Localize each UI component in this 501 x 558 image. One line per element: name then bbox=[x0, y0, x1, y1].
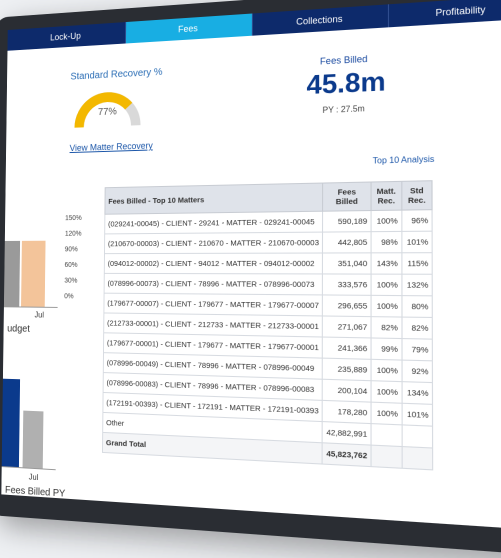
table-cell: (078996-00073) - CLIENT - 78996 - MATTER… bbox=[104, 273, 323, 295]
tab-bar: Lock-Up Fees Collections Profitability bbox=[7, 0, 501, 51]
dashboard-screen: Lock-Up Fees Collections Profitability S… bbox=[1, 0, 501, 530]
table-cell: 351,040 bbox=[323, 253, 371, 274]
chart-bar bbox=[21, 241, 45, 307]
table-cell: 100% bbox=[371, 402, 402, 425]
table-cell: 235,889 bbox=[323, 358, 372, 381]
axis-tick: 0% bbox=[64, 293, 81, 309]
chart-bar bbox=[23, 411, 44, 469]
table-cell: 178,280 bbox=[322, 400, 371, 423]
table-cell: (094012-00002) - CLIENT - 94012 - MATTER… bbox=[104, 253, 322, 274]
fees-billed-py: PY : 27.5m bbox=[296, 103, 393, 116]
view-matter-recovery-link[interactable]: View Matter Recovery bbox=[70, 141, 153, 154]
tab-fees[interactable]: Fees bbox=[126, 13, 253, 43]
axis-tick: 90% bbox=[65, 246, 82, 262]
table-cell: 98% bbox=[371, 231, 402, 252]
table-cell: 241,366 bbox=[323, 337, 371, 359]
table-cell: 100% bbox=[371, 381, 402, 404]
table-cell: 92% bbox=[402, 360, 433, 382]
axis-tick: 120% bbox=[65, 231, 82, 247]
table-cell bbox=[402, 447, 433, 470]
table-cell: 100% bbox=[371, 274, 402, 296]
table-cell: 200,104 bbox=[322, 379, 371, 402]
table-cell: 100% bbox=[371, 295, 402, 317]
tab-lock-up[interactable]: Lock-Up bbox=[7, 22, 126, 51]
tab-collections[interactable]: Collections bbox=[253, 4, 389, 35]
table-header: Fees Billed - Top 10 Matters bbox=[105, 183, 323, 214]
table-row[interactable]: (094012-00002) - CLIENT - 94012 - MATTER… bbox=[104, 253, 432, 275]
table-cell: (029241-00045) - CLIENT - 29241 - MATTER… bbox=[105, 211, 323, 234]
table-cell: 82% bbox=[371, 317, 402, 339]
table-cell: 134% bbox=[402, 382, 433, 405]
table-cell: 42,882,991 bbox=[322, 422, 371, 446]
table-header: Std Rec. bbox=[402, 181, 432, 210]
chart-caption: udget bbox=[7, 324, 30, 335]
table-cell bbox=[402, 425, 433, 448]
table-cell: 100% bbox=[371, 210, 402, 232]
fees-billed-chart bbox=[1, 374, 56, 470]
percent-axis: 150% 120% 90% 60% 30% 0% bbox=[64, 215, 82, 309]
table-cell: 80% bbox=[402, 296, 433, 318]
table-cell bbox=[371, 424, 402, 447]
table-cell: 132% bbox=[402, 274, 433, 296]
table-cell bbox=[371, 445, 402, 468]
table-header: Matt. Rec. bbox=[371, 181, 402, 210]
chart-bar bbox=[3, 241, 20, 307]
axis-tick: 30% bbox=[64, 278, 81, 294]
chart-bar bbox=[1, 379, 20, 467]
axis-tick: 150% bbox=[65, 215, 82, 231]
table-cell: 96% bbox=[402, 210, 433, 232]
table-cell: 442,805 bbox=[323, 232, 371, 253]
table-cell: 79% bbox=[402, 339, 433, 361]
axis-tick: 60% bbox=[64, 262, 81, 278]
top-10-analysis-link[interactable]: Top 10 Analysis bbox=[373, 154, 435, 165]
table-header: Fees Billed bbox=[323, 182, 371, 211]
table-cell: (210670-00003) - CLIENT - 210670 - MATTE… bbox=[104, 232, 322, 254]
table-cell: 101% bbox=[402, 231, 433, 253]
table-cell: 590,189 bbox=[323, 211, 371, 233]
top-10-matters-table: Fees Billed - Top 10 Matters Fees Billed M… bbox=[102, 180, 433, 470]
table-cell: 296,655 bbox=[323, 295, 371, 317]
chart-caption: Fees Billed PY bbox=[5, 485, 65, 500]
budget-chart bbox=[2, 219, 59, 308]
table-cell: 333,576 bbox=[323, 274, 371, 295]
table-cell: 82% bbox=[402, 317, 433, 339]
tab-profitability[interactable]: Profitability bbox=[389, 0, 501, 27]
table-cell: 99% bbox=[371, 338, 402, 360]
table-row[interactable]: (210670-00003) - CLIENT - 210670 - MATTE… bbox=[104, 231, 432, 253]
month-label: Jul bbox=[29, 473, 39, 482]
table-row[interactable]: (078996-00073) - CLIENT - 78996 - MATTER… bbox=[104, 273, 432, 295]
fees-billed-value: 45.8m bbox=[288, 64, 406, 102]
table-cell: 101% bbox=[402, 403, 433, 426]
table-cell: 143% bbox=[371, 253, 402, 274]
gauge-title: Standard Recovery % bbox=[70, 67, 162, 83]
table-cell: 45,823,762 bbox=[322, 443, 371, 467]
table-cell: 100% bbox=[371, 359, 402, 381]
month-label: Jul bbox=[35, 311, 44, 320]
table-cell: 271,067 bbox=[323, 316, 371, 338]
table-cell: 115% bbox=[402, 253, 433, 275]
gauge-value: 77% bbox=[90, 106, 124, 118]
table-row[interactable]: (029241-00045) - CLIENT - 29241 - MATTER… bbox=[105, 210, 432, 234]
